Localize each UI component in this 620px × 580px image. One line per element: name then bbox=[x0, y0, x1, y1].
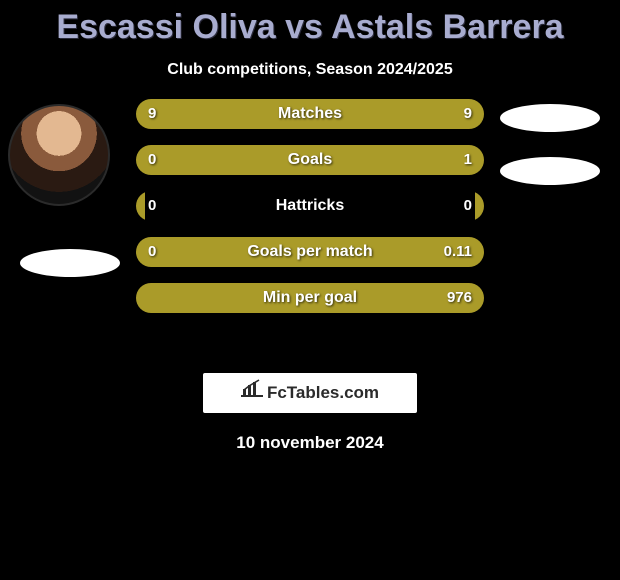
player-left-avatar bbox=[8, 104, 110, 206]
stat-row: Hattricks0 0 bbox=[136, 191, 484, 221]
stat-row: Goals0 1 bbox=[136, 145, 484, 175]
stat-right-value: 0.11 bbox=[444, 237, 472, 267]
comparison-panel: Matches99Goals01Hattricks00Goals per mat… bbox=[0, 109, 620, 349]
player-right-club-oval-1 bbox=[500, 104, 600, 132]
site-badge-text: FcTables.com bbox=[267, 373, 379, 413]
stat-left-value: 0 bbox=[148, 145, 156, 175]
stat-label: Goals per match bbox=[136, 237, 484, 267]
stat-row: Goals per match0 0.11 bbox=[136, 237, 484, 267]
stat-right-value: 9 bbox=[464, 99, 472, 129]
stat-right-value: 1 bbox=[464, 145, 472, 175]
stat-label: Hattricks bbox=[136, 191, 484, 221]
stat-row: Min per goal976 bbox=[136, 283, 484, 313]
player-left-club-oval bbox=[20, 249, 120, 277]
stat-right-value: 976 bbox=[447, 283, 472, 313]
stat-right-value: 0 bbox=[464, 191, 472, 221]
stat-label: Goals bbox=[136, 145, 484, 175]
chart-icon bbox=[241, 373, 263, 413]
player-right-club-oval-2 bbox=[500, 157, 600, 185]
stat-label: Min per goal bbox=[136, 283, 484, 313]
stat-row: Matches9 9 bbox=[136, 99, 484, 129]
stat-label: Matches bbox=[136, 99, 484, 129]
stat-left-value: 0 bbox=[148, 237, 156, 267]
stat-left-value: 9 bbox=[148, 99, 156, 129]
date-line: 10 november 2024 bbox=[0, 433, 620, 453]
site-badge[interactable]: FcTables.com bbox=[203, 373, 417, 413]
subtitle: Club competitions, Season 2024/2025 bbox=[0, 61, 620, 79]
stat-bars-container: Matches99Goals01Hattricks00Goals per mat… bbox=[136, 99, 484, 329]
page-title: Escassi Oliva vs Astals Barrera bbox=[0, 0, 620, 47]
stat-left-value: 0 bbox=[148, 191, 156, 221]
